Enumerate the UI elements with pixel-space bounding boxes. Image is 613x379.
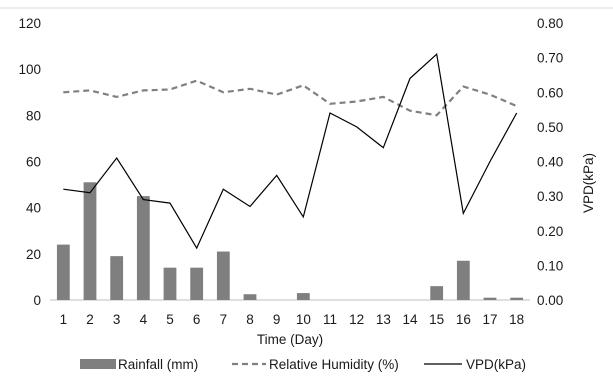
left-axis-tick-label: 100 (18, 62, 41, 77)
x-axis-tick-label: 10 (296, 312, 311, 327)
x-axis-tick-label: 8 (246, 312, 254, 327)
left-axis-tick-label: 20 (26, 247, 41, 262)
left-axis-tick-label: 40 (26, 201, 41, 216)
rainfall-bar (483, 297, 497, 300)
x-axis-tick-label: 15 (429, 312, 444, 327)
rainfall-bar (216, 251, 230, 300)
right-axis-title: VPD(kPa) (581, 153, 596, 213)
rainfall-bar (83, 182, 97, 300)
rainfall-bar (136, 196, 150, 300)
legend-rainfall-label: Rainfall (mm) (118, 357, 198, 372)
rainfall-bar (110, 256, 124, 300)
legend-humidity-label: Relative Humidity (%) (269, 357, 399, 372)
x-axis-tick-label: 5 (166, 312, 174, 327)
rainfall-bar (430, 286, 444, 300)
left-axis-tick-label: 120 (18, 16, 41, 31)
rainfall-bar (190, 267, 204, 300)
right-axis-tick-label: 0.20 (537, 224, 563, 239)
left-axis-tick-label: 80 (26, 108, 41, 123)
legend: Rainfall (mm) Relative Humidity (%) VPD(kP… (80, 357, 526, 372)
right-axis-tick-label: 0.70 (537, 51, 563, 66)
x-axis-tick-label: 14 (402, 312, 418, 327)
relative-humidity-line (63, 79, 518, 117)
right-axis-tick-label: 0.60 (537, 85, 563, 100)
right-axis-tick-label: 0.10 (537, 258, 563, 273)
right-axis-tick-label: 0.80 (537, 16, 563, 31)
x-axis-tick-label: 4 (140, 312, 148, 327)
x-axis-tick-label: 16 (456, 312, 471, 327)
rainfall-bar (243, 294, 257, 300)
right-axis-tick-label: 0.00 (537, 293, 563, 308)
x-axis-tick-label: 18 (509, 312, 524, 327)
x-axis-tick-label: 3 (113, 312, 121, 327)
x-axis-tick-label: 17 (482, 312, 497, 327)
x-axis-tick-label: 11 (323, 312, 337, 327)
x-axis-tick-label: 12 (349, 312, 364, 327)
x-axis-tick-label: 7 (220, 312, 228, 327)
plot-area: 0 20 40 60 80 100 120 0.00 0.10 0.20 0.30 0.40 0.50 0… (18, 16, 563, 327)
right-axis-tick-label: 0.30 (537, 189, 563, 204)
x-axis-title: Time (Day) (257, 332, 323, 347)
rainfall-bar (456, 260, 470, 300)
rainfall-bar (163, 267, 177, 300)
vpd-line (63, 53, 518, 250)
left-axis-tick-label: 0 (33, 293, 41, 308)
left-axis-tick-label: 60 (26, 155, 41, 170)
x-axis-tick-label: 2 (86, 312, 94, 327)
right-axis-tick-label: 0.40 (537, 155, 563, 170)
rainfall-bar (296, 293, 310, 300)
x-axis-tick-label: 9 (273, 312, 281, 327)
rainfall-bar (56, 244, 70, 300)
rainfall-bar (510, 297, 524, 300)
legend-vpd-label: VPD(kPa) (466, 357, 526, 372)
x-axis-tick-label: 6 (193, 312, 201, 327)
x-axis-tick-label: 1 (60, 312, 68, 327)
x-axis-tick-label: 13 (376, 312, 391, 327)
right-axis-tick-label: 0.50 (537, 120, 563, 135)
legend-rainfall-swatch (80, 359, 116, 369)
